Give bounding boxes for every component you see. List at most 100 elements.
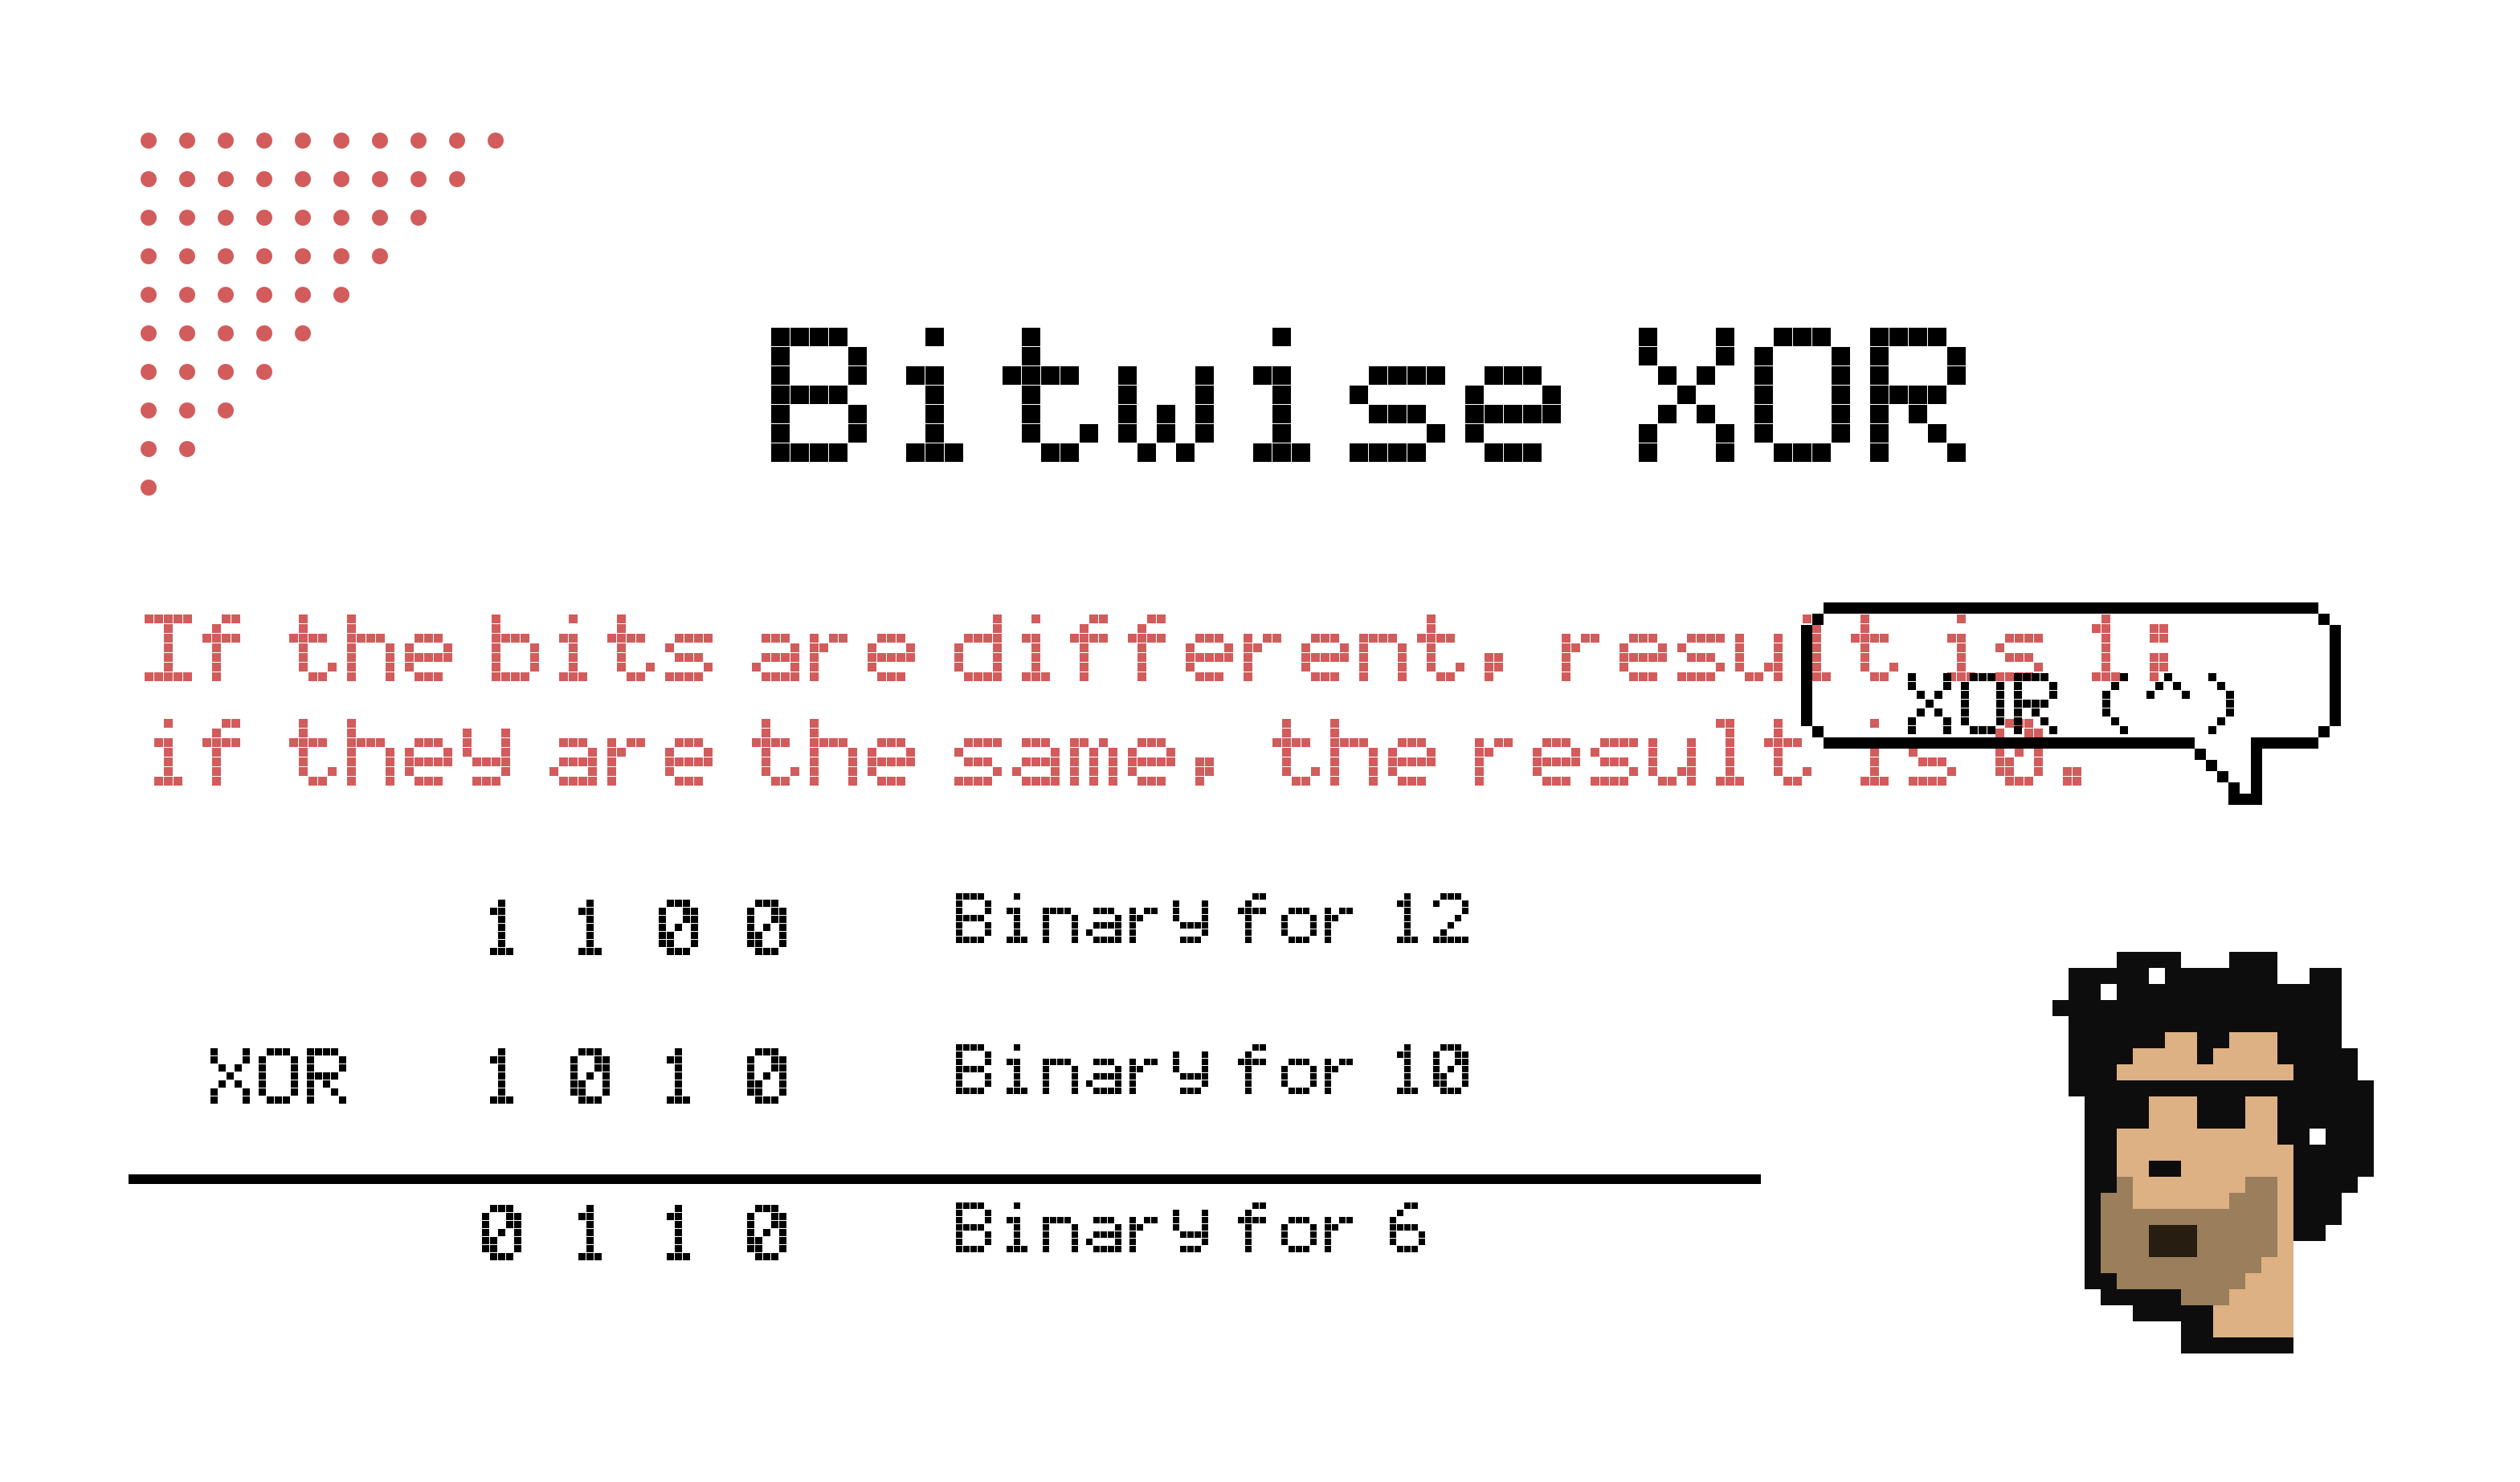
avatar-pixel — [2117, 1145, 2133, 1161]
avatar-pixel — [2293, 1048, 2310, 1064]
avatar-pixel — [2085, 1096, 2101, 1113]
avatar-pixel — [2165, 952, 2181, 968]
avatar-pixel — [2245, 1129, 2261, 1145]
avatar-pixel — [2213, 1193, 2229, 1209]
avatar-pixel — [2342, 1080, 2358, 1096]
avatar-pixel — [2197, 1193, 2213, 1209]
avatar-pixel — [2326, 1209, 2342, 1225]
dot — [333, 133, 349, 149]
avatar-pixel — [2342, 1096, 2358, 1113]
avatar-pixel — [2245, 1080, 2261, 1096]
avatar-pixel — [2149, 1209, 2165, 1225]
avatar-pixel — [2229, 968, 2245, 984]
speech-bubble-border — [1812, 614, 1824, 625]
avatar-pixel — [2358, 1161, 2374, 1177]
avatar-pixel — [2149, 952, 2165, 968]
avatar-pixel — [2261, 1064, 2277, 1080]
avatar-pixel — [2261, 1145, 2277, 1161]
avatar-pixel — [2245, 1257, 2261, 1273]
speech-bubble-border — [2330, 625, 2341, 726]
dot — [372, 248, 388, 264]
avatar-pixel — [2326, 968, 2342, 984]
avatar-pixel — [2165, 1209, 2181, 1225]
avatar-pixel — [2181, 1080, 2197, 1096]
dot — [141, 480, 157, 496]
dot — [179, 210, 195, 226]
avatar-pixel — [2213, 1145, 2229, 1161]
avatar-pixel — [2342, 1064, 2358, 1080]
avatar-pixel — [2229, 1337, 2245, 1353]
avatar-pixel — [2149, 1113, 2165, 1129]
dot — [333, 171, 349, 187]
avatar-pixel — [2261, 1129, 2277, 1145]
avatar-pixel — [2117, 1273, 2133, 1289]
avatar-pixel — [2213, 1016, 2229, 1032]
avatar-pixel — [2245, 1225, 2261, 1241]
avatar-pixel — [2181, 968, 2197, 984]
avatar-pixel — [2149, 1145, 2165, 1161]
avatar-pixel — [2213, 1161, 2229, 1177]
avatar-pixel — [2310, 1113, 2326, 1129]
avatar-pixel — [2181, 1289, 2197, 1305]
avatar-pixel — [2117, 1096, 2133, 1113]
avatar-pixel — [2149, 1032, 2165, 1048]
avatar-pixel — [2213, 1096, 2229, 1113]
avatar-pixel — [2245, 1096, 2261, 1113]
avatar-pixel — [2069, 1048, 2085, 1064]
avatar-pixel — [2326, 1193, 2342, 1209]
avatar-pixel — [2310, 984, 2326, 1000]
speech-bubble-border — [1801, 625, 1812, 726]
dot — [141, 133, 157, 149]
dot — [256, 287, 272, 303]
avatar-pixel — [2197, 1080, 2213, 1096]
avatar-pixel — [2181, 1305, 2197, 1321]
avatar-pixel — [2165, 1113, 2181, 1129]
avatar-pixel — [2245, 1209, 2261, 1225]
avatar-pixel — [2165, 1177, 2181, 1193]
avatar-pixel — [2165, 1000, 2181, 1016]
avatar-pixel — [2229, 1257, 2245, 1273]
avatar-pixel — [2149, 1161, 2165, 1177]
avatar-pixel — [2197, 1113, 2213, 1129]
avatar-pixel — [2342, 1177, 2358, 1193]
avatar-pixel — [2117, 952, 2133, 968]
avatar-pixel — [2293, 1016, 2310, 1032]
avatar-pixel — [2101, 1145, 2117, 1161]
avatar-pixel — [2101, 1241, 2117, 1257]
avatar-pixel — [2133, 1000, 2149, 1016]
avatar-pixel — [2213, 1064, 2229, 1080]
avatar-pixel — [2358, 1145, 2374, 1161]
calc-row-bits-2 — [482, 1048, 787, 1104]
avatar-pixel — [2133, 984, 2149, 1000]
avatar-pixel — [2261, 1241, 2277, 1257]
avatar-pixel — [2310, 1209, 2326, 1225]
avatar-pixel — [2293, 1080, 2310, 1096]
dot — [218, 287, 234, 303]
avatar-pixel — [2133, 1080, 2149, 1096]
avatar-pixel — [2261, 1161, 2277, 1177]
avatar-pixel — [2197, 1241, 2213, 1257]
avatar-pixel — [2229, 1193, 2245, 1209]
avatar-pixel — [2213, 968, 2229, 984]
calc-row-bits-3 — [482, 1205, 787, 1261]
avatar-pixel — [2181, 1064, 2197, 1080]
speech-bubble-border — [2206, 760, 2217, 771]
avatar-pixel — [2229, 1161, 2245, 1177]
avatar-pixel — [2181, 1032, 2197, 1048]
avatar-pixel — [2326, 1177, 2342, 1193]
avatar-pixel — [2085, 1273, 2101, 1289]
avatar-pixel — [2165, 1145, 2181, 1161]
avatar-pixel — [2101, 1225, 2117, 1241]
avatar-pixel — [2310, 1225, 2326, 1241]
avatar-pixel — [2213, 1032, 2229, 1048]
avatar-pixel — [2165, 1241, 2181, 1257]
avatar-pixel — [2277, 1305, 2293, 1321]
avatar-pixel — [2149, 1241, 2165, 1257]
avatar-pixel — [2310, 1032, 2326, 1048]
avatar-pixel — [2245, 1193, 2261, 1209]
avatar-pixel — [2358, 1113, 2374, 1129]
avatar-pixel — [2181, 1225, 2197, 1241]
avatar-pixel — [2133, 952, 2149, 968]
avatar-pixel — [2310, 968, 2326, 984]
avatar-pixel — [2181, 1113, 2197, 1129]
